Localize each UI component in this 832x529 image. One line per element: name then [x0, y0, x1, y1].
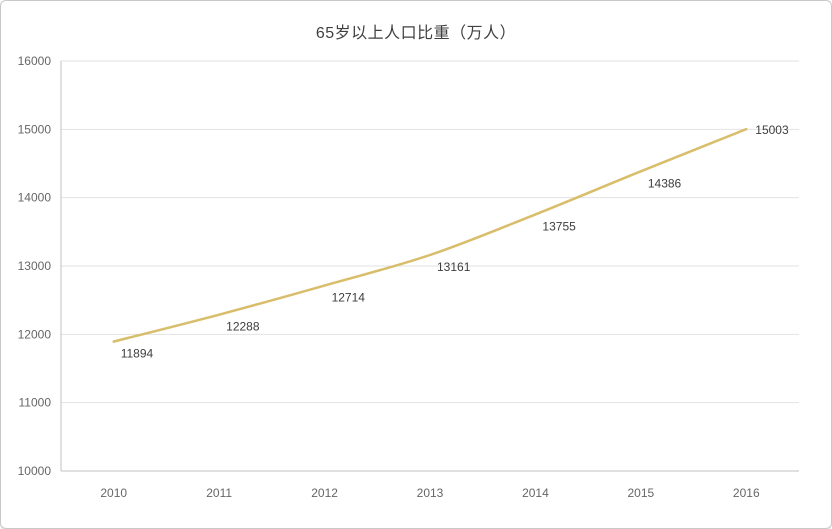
- data-label: 14386: [648, 176, 682, 190]
- y-tick-label: 14000: [18, 191, 52, 205]
- data-label: 13161: [437, 260, 471, 274]
- y-tick-label: 12000: [18, 327, 52, 341]
- x-tick-label: 2013: [417, 486, 444, 500]
- x-tick-label: 2010: [100, 486, 127, 500]
- x-tick-label: 2011: [206, 486, 232, 500]
- chart-title: 65岁以上人口比重（万人）: [315, 25, 517, 42]
- data-label: 15003: [755, 123, 789, 137]
- y-tick-label: 10000: [18, 464, 52, 478]
- y-tick-label: 13000: [18, 259, 52, 273]
- data-label: 13755: [542, 219, 576, 233]
- x-tick-label: 2014: [522, 486, 549, 500]
- data-label: 11894: [121, 347, 154, 361]
- x-tick-label: 2015: [628, 486, 655, 500]
- data-label: 12714: [332, 291, 366, 305]
- series-line: [112, 127, 748, 343]
- x-tick-label: 2012: [311, 486, 338, 500]
- data-label: 12288: [226, 320, 260, 334]
- y-tick-label: 16000: [18, 54, 52, 68]
- y-tick-label: 11000: [19, 396, 52, 410]
- x-tick-label: 2016: [733, 486, 760, 500]
- y-tick-label: 15000: [18, 122, 52, 136]
